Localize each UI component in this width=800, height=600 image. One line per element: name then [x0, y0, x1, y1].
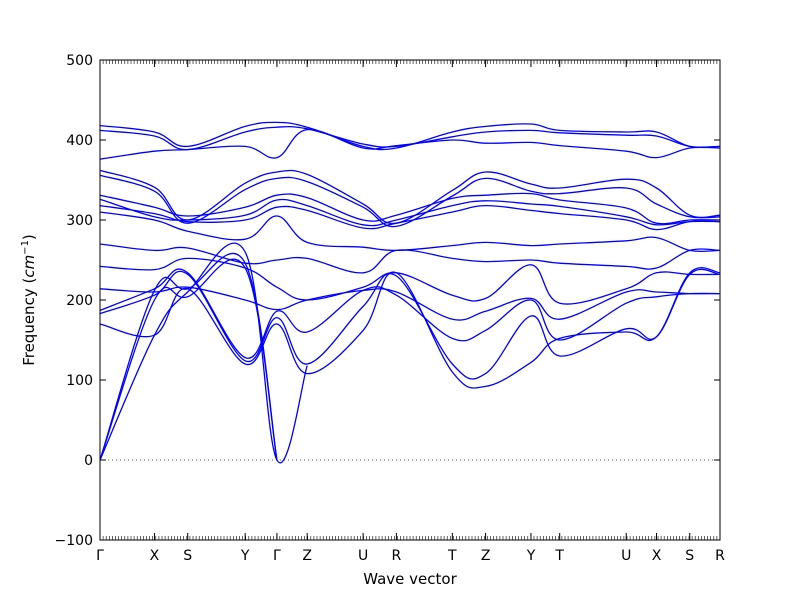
phonon-branch-13 — [99, 268, 721, 359]
y-tick-label: 200 — [66, 293, 93, 309]
x-tick-label: Z — [481, 548, 491, 564]
phonon-branch-15 — [99, 267, 721, 389]
plot-frame — [99, 59, 721, 541]
phonon-branch-7 — [99, 198, 721, 227]
y-tick-label: −100 — [55, 533, 93, 549]
x-tick-label: Y — [240, 548, 250, 564]
x-tick-label: X — [150, 548, 160, 564]
x-tick-label: S — [183, 548, 192, 564]
y-tick-label: 100 — [66, 373, 93, 389]
phonon-branch-6 — [99, 192, 721, 225]
x-tick-label: Γ — [96, 548, 104, 564]
x-tick-label: R — [715, 548, 725, 564]
x-tick-label: R — [392, 548, 402, 564]
y-axis-ticks: −100 0 100 200 300 400 500 — [55, 53, 720, 549]
y-tick-label: 0 — [84, 453, 93, 469]
x-tick-label: U — [358, 548, 368, 564]
y-tick-label: 300 — [66, 213, 93, 229]
x-tick-label: X — [652, 548, 662, 564]
x-tick-label: Γ — [273, 548, 281, 564]
phonon-branch-14 — [99, 268, 721, 380]
phonon-branch-9 — [99, 211, 721, 253]
x-tick-label: Y — [526, 548, 536, 564]
phonon-branch-1 — [99, 121, 721, 151]
phonon-branch-18 — [99, 242, 308, 464]
phonon-branch-11 — [99, 257, 721, 305]
x-tick-label: T — [554, 548, 564, 564]
phonon-branch-17 — [99, 258, 278, 461]
x-tick-label: Z — [302, 548, 312, 564]
x-axis-label: Wave vector — [363, 570, 457, 588]
phonon-branch-10 — [99, 243, 721, 274]
y-tick-label: 400 — [66, 133, 93, 149]
phonon-branch-8 — [99, 204, 721, 231]
x-tick-label: S — [685, 548, 694, 564]
phonon-branch-12 — [99, 286, 721, 321]
phonon-branch-5 — [99, 174, 721, 228]
plot-area — [99, 121, 721, 464]
x-tick-label: U — [621, 548, 631, 564]
phonon-branch-3 — [99, 128, 721, 160]
x-tick-label: T — [447, 548, 457, 564]
phonon-branch-4 — [99, 169, 721, 225]
phonon-branch-2 — [99, 126, 721, 151]
y-axis-label: Frequency (cm−1) — [20, 234, 38, 366]
y-tick-label: 500 — [66, 53, 93, 69]
